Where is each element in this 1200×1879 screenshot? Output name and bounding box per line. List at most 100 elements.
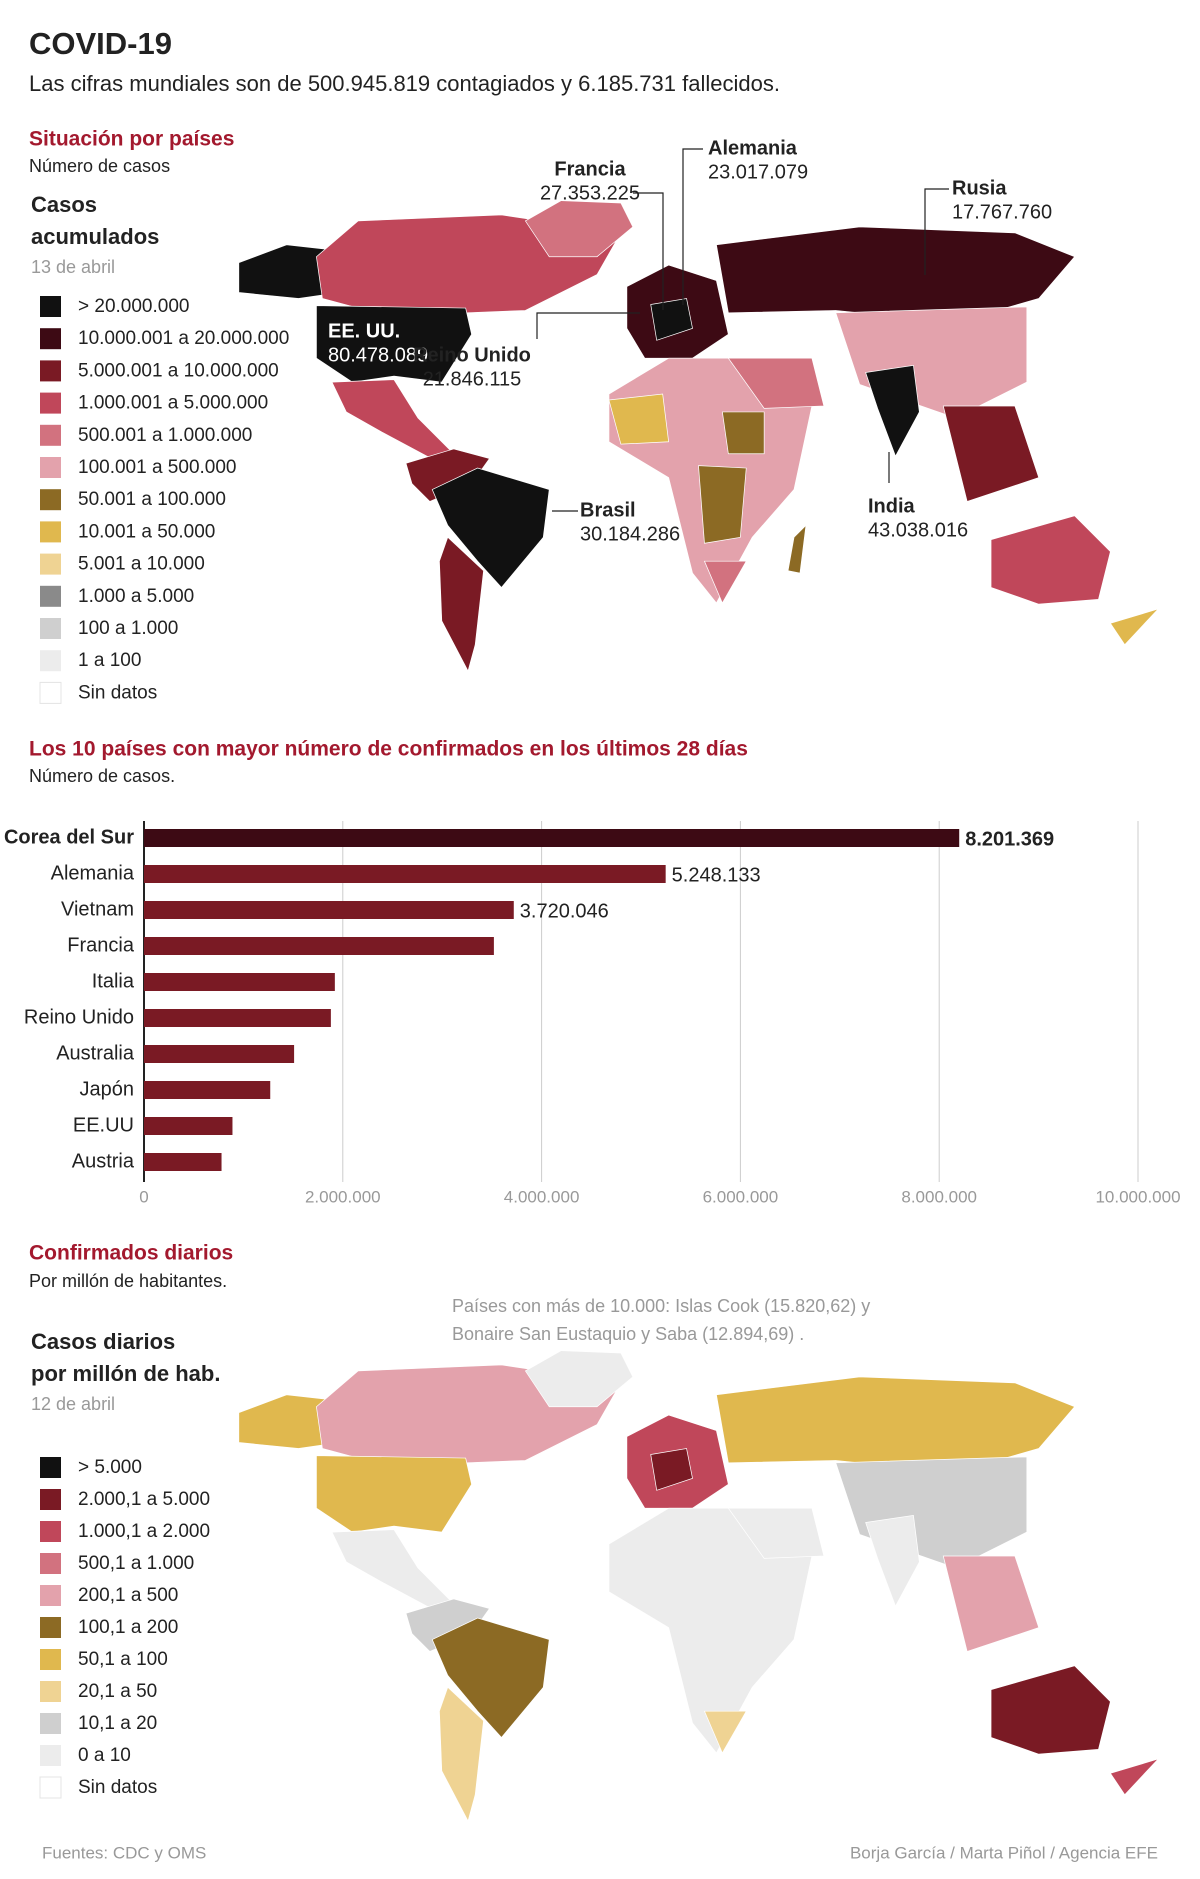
section-subtitle: Número de casos xyxy=(29,156,170,176)
legend-swatch xyxy=(40,1457,61,1478)
section-title: Confirmados diarios xyxy=(29,1242,233,1265)
legend-swatch xyxy=(40,1649,61,1670)
legend-swatch xyxy=(40,1617,61,1638)
annotation-leaders xyxy=(536,148,949,512)
annotation-name: Francia xyxy=(554,158,626,180)
bar xyxy=(144,1153,222,1171)
annotation-name: Brasil xyxy=(580,499,636,521)
annotation-name: Rusia xyxy=(952,177,1007,199)
world-map xyxy=(238,200,1160,673)
note: Bonaire San Eustaquio y Saba (12.894,69)… xyxy=(452,1324,804,1344)
bar xyxy=(144,1081,271,1099)
legend-swatch xyxy=(40,457,61,478)
x-tick-label: 10.000.000 xyxy=(1095,1187,1180,1206)
legend-label: 100 a 1.000 xyxy=(78,618,178,639)
annotation-name: Alemania xyxy=(708,137,798,159)
category-label: Japón xyxy=(80,1078,135,1100)
legend-swatch xyxy=(40,296,61,317)
bar xyxy=(144,1045,295,1063)
legend-swatch xyxy=(40,553,61,575)
legend-label: 10,1 a 20 xyxy=(78,1713,157,1734)
x-tick-label: 2.000.000 xyxy=(305,1187,381,1206)
legend-swatch xyxy=(40,1713,61,1734)
annotation-value: 27.353.225 xyxy=(540,182,640,204)
legend-swatch xyxy=(40,1553,61,1574)
category-label: Reino Unido xyxy=(24,1006,134,1028)
legend-label: 2.000,1 a 5.000 xyxy=(78,1489,210,1510)
legend-date: 12 de abril xyxy=(31,1394,115,1414)
bar xyxy=(144,1117,233,1135)
section-subtitle: Número de casos. xyxy=(29,766,175,786)
bar xyxy=(144,865,666,883)
annotation-value: 21.846.115 xyxy=(423,368,522,390)
legend-swatch xyxy=(40,585,61,607)
bar xyxy=(144,973,335,991)
annotation-name: Reino Unido xyxy=(413,344,531,366)
x-tick-label: 4.000.000 xyxy=(504,1187,580,1206)
legend-swatch xyxy=(40,1521,61,1542)
legend-label: 200,1 a 500 xyxy=(78,1585,178,1606)
legend-swatch xyxy=(40,328,61,350)
subtitle: Las cifras mundiales son de 500.945.819 … xyxy=(29,71,780,96)
x-tick-label: 8.000.000 xyxy=(901,1187,977,1206)
section-subtitle: Por millón de habitantes. xyxy=(29,1271,227,1291)
legend-label: 5.000.001 a 10.000.000 xyxy=(78,360,279,381)
annotation-name: EE. UU. xyxy=(328,320,400,342)
annotation-value: 17.767.760 xyxy=(952,201,1052,223)
legend-label: 5.001 a 10.000 xyxy=(78,554,205,575)
legend-title: acumulados xyxy=(31,224,159,249)
world-map xyxy=(238,1350,1160,1823)
legend-label: 500,1 a 1.000 xyxy=(78,1553,194,1574)
source: Fuentes: CDC y OMS xyxy=(42,1843,206,1862)
legend-label: 100.001 a 500.000 xyxy=(78,457,237,478)
legend-label: 1.000,1 a 2.000 xyxy=(78,1521,210,1542)
legend-label: 1 a 100 xyxy=(78,650,141,671)
annotation-value: 30.184.286 xyxy=(580,523,680,545)
legend-label: 0 a 10 xyxy=(78,1745,131,1766)
category-label: Francia xyxy=(67,934,135,956)
legend-label: Sin datos xyxy=(78,682,157,703)
credit: Borja García / Marta Piñol / Agencia EFE xyxy=(850,1843,1158,1862)
legend-swatch xyxy=(40,650,61,672)
legend-label: 100,1 a 200 xyxy=(78,1617,178,1638)
legend-swatch xyxy=(39,1776,62,1799)
legend-title: por millón de hab. xyxy=(31,1361,220,1386)
legend-label: Sin datos xyxy=(78,1777,157,1798)
legend-date: 13 de abril xyxy=(31,257,115,277)
bar xyxy=(144,901,514,919)
category-label: Italia xyxy=(92,970,135,992)
legend-swatch xyxy=(40,1585,61,1606)
legend-swatch xyxy=(39,681,62,704)
legend-swatch xyxy=(40,618,61,639)
x-tick-label: 6.000.000 xyxy=(703,1187,779,1206)
annotation-name: India xyxy=(868,495,916,517)
value-label: 5.248.133 xyxy=(672,864,761,886)
note: Países con más de 10.000: Islas Cook (15… xyxy=(452,1296,870,1316)
legend-swatch xyxy=(40,1681,61,1702)
bar xyxy=(144,937,494,955)
legend-label: 10.000.001 a 20.000.000 xyxy=(78,328,289,349)
section-title: Los 10 países con mayor número de confir… xyxy=(29,738,748,761)
legend-label: 500.001 a 1.000.000 xyxy=(78,425,252,446)
legend-swatch xyxy=(40,1489,61,1510)
legend-swatch xyxy=(40,1745,61,1766)
legend-title: Casos diarios xyxy=(31,1329,175,1354)
legend-swatch xyxy=(40,489,61,511)
legend-label: 50.001 a 100.000 xyxy=(78,489,226,510)
legend-swatch xyxy=(40,424,61,446)
legend-swatch xyxy=(40,360,61,382)
category-label: Corea del Sur xyxy=(4,826,134,848)
category-label: EE.UU xyxy=(73,1114,134,1136)
legend-label: 1.000 a 5.000 xyxy=(78,586,194,607)
x-tick-label: 0 xyxy=(139,1187,148,1206)
value-label: 3.720.046 xyxy=(520,900,609,922)
legend-label: > 5.000 xyxy=(78,1457,142,1478)
legend-swatch xyxy=(40,392,61,414)
annotation-value: 23.017.079 xyxy=(708,161,808,183)
legend-label: 20,1 a 50 xyxy=(78,1681,157,1702)
legend-label: 1.000.001 a 5.000.000 xyxy=(78,393,268,414)
legend-label: 50,1 a 100 xyxy=(78,1649,168,1670)
value-label: 8.201.369 xyxy=(965,828,1054,850)
bar xyxy=(144,1009,331,1027)
